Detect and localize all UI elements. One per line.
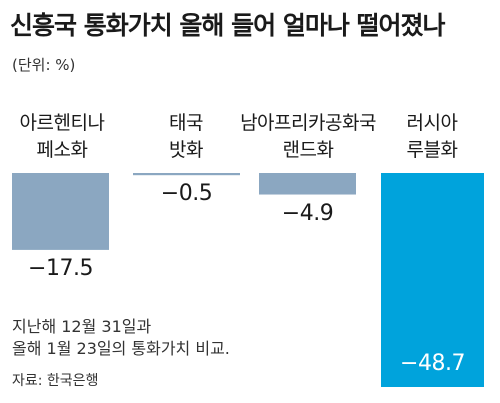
source-note: 자료: 한국은행 — [12, 373, 99, 389]
category-label-3-1: 루블화 — [406, 139, 458, 161]
value-label-1: −0.5 — [160, 181, 213, 207]
bar-0 — [12, 173, 109, 250]
footnote-line-2: 올해 1월 23일의 통화가치 비교. — [12, 339, 230, 358]
value-label-2: −4.9 — [281, 200, 334, 226]
category-label-1-0: 태국 — [169, 112, 203, 134]
category-label-0-1: 페소화 — [36, 139, 88, 161]
category-label-2-0: 남아프리카공화국 — [240, 112, 376, 134]
category-label-1-1: 밧화 — [169, 139, 203, 161]
category-label-2-1: 랜드화 — [282, 139, 334, 161]
footnote: 지난해 12월 31일과 올해 1월 23일의 통화가치 비교. — [12, 316, 230, 360]
value-label-3: −48.7 — [400, 351, 465, 376]
value-label-0: −17.5 — [28, 255, 93, 281]
unit-label: (단위: %) — [12, 56, 76, 74]
footnote-line-1: 지난해 12월 31일과 — [12, 317, 152, 336]
category-label-0-0: 아르헨티나 — [19, 112, 105, 134]
bar-2 — [259, 173, 356, 195]
chart-title: 신흥국 통화가치 올해 들어 얼마나 떨어졌나 — [10, 11, 446, 40]
bar-1 — [133, 173, 240, 176]
category-label-3-0: 러시아 — [406, 112, 458, 134]
bar-3 — [381, 173, 484, 387]
